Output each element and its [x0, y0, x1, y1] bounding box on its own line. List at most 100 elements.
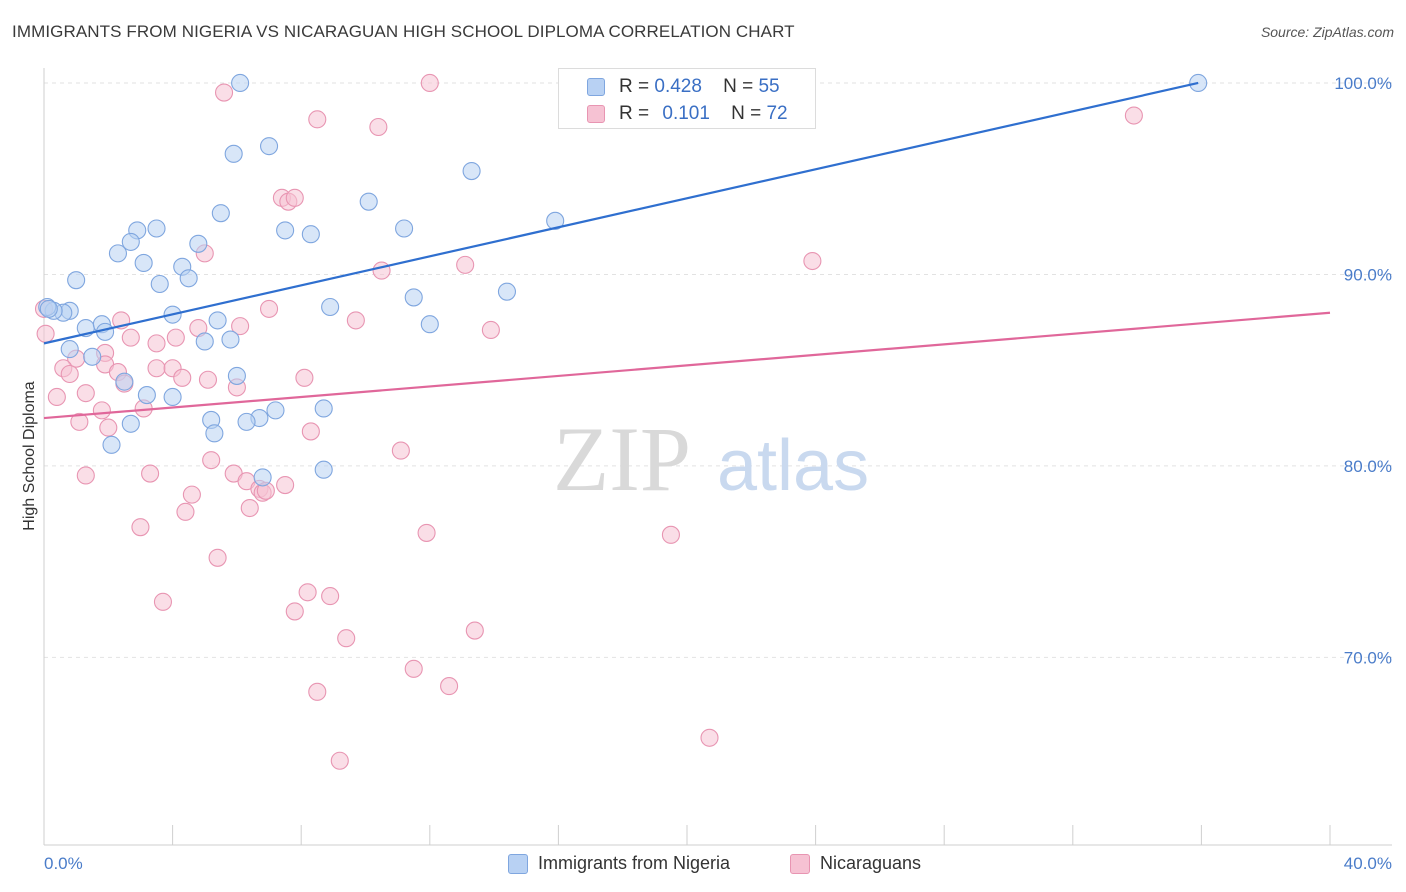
- nigeria-point-30: [208, 311, 227, 330]
- legend-r-value-nigeria: 0.428: [654, 76, 702, 97]
- legend-r-value-nicaraguans: 0.101: [662, 103, 710, 124]
- nicaraguans-point-20: [147, 334, 166, 353]
- y-tick-label-2: 90.0%: [1344, 265, 1392, 284]
- trend-lines: [43, 81, 1331, 420]
- tick-labels: 70.0% 80.0% 90.0% 100.0% 0.0% 40.0%: [44, 74, 1392, 873]
- legend-r-label-nicaraguans: R =: [619, 103, 650, 124]
- nigeria-points: [38, 73, 1208, 487]
- nigeria-point-15: [121, 232, 140, 251]
- nigeria-trend-line: [43, 81, 1199, 345]
- watermark-atlas: atlas: [717, 426, 869, 506]
- nicaraguans-point-5: [1124, 106, 1143, 125]
- nicaraguans-point-3: [308, 110, 327, 129]
- nigeria-point-5: [462, 161, 481, 181]
- nigeria-point-41: [137, 386, 156, 405]
- nigeria-point-53: [39, 299, 58, 318]
- legend-n-value-nigeria: 55: [758, 76, 780, 97]
- nicaraguans-point-31: [198, 370, 218, 389]
- nigeria-point-16: [189, 234, 208, 253]
- nicaraguans-point-35: [47, 387, 66, 407]
- gridlines: [44, 82, 1392, 658]
- nicaraguans-point-37: [92, 401, 111, 420]
- nicaraguans-point-52: [240, 498, 259, 518]
- nicaraguans-point-13: [259, 299, 279, 318]
- nicaraguans-point-0: [420, 73, 439, 93]
- nicaraguans-point-59: [321, 587, 340, 606]
- nigeria-point-40: [227, 366, 246, 385]
- chart-title: IMMIGRANTS FROM NIGERIA VS NICARAGUAN HI…: [12, 22, 795, 41]
- nicaraguans-point-57: [208, 548, 227, 567]
- nicaraguans-point-49: [276, 475, 295, 495]
- nigeria-point-20: [150, 274, 169, 294]
- nigeria-point-14: [108, 244, 127, 263]
- nicaraguans-point-12: [803, 251, 822, 271]
- legend-swatch-nicaraguans: [587, 105, 605, 123]
- nicaraguans-point-64: [404, 659, 423, 678]
- axes: [43, 68, 1392, 846]
- nicaraguans-point-66: [308, 682, 327, 701]
- nigeria-point-36: [221, 330, 240, 349]
- legend-text-nicaraguans: R = 0.101 N = 72: [619, 103, 788, 125]
- nicaraguans-point-10: [372, 261, 391, 280]
- nigeria-point-3: [224, 144, 243, 163]
- nicaraguans-point-40: [99, 418, 118, 437]
- nigeria-point-11: [301, 225, 320, 244]
- legend-text-nigeria: R = 0.428 N = 55: [619, 76, 780, 98]
- nicaraguans-point-15: [346, 311, 365, 330]
- legend-r-label-nigeria: R =: [619, 76, 650, 97]
- source-credit: Source: ZipAtlas.com: [1260, 24, 1394, 40]
- nigeria-point-48: [121, 414, 140, 433]
- nicaraguans-point-25: [60, 364, 79, 384]
- series-label-nigeria: Immigrants from Nigeria: [538, 853, 731, 873]
- nicaraguans-point-4: [369, 117, 388, 137]
- nicaraguans-point-11: [456, 255, 475, 274]
- nicaraguans-point-65: [440, 677, 459, 696]
- nigeria-point-9: [147, 219, 166, 238]
- nigeria-point-49: [205, 424, 224, 443]
- nicaraguans-point-56: [661, 525, 680, 544]
- nigeria-point-22: [497, 282, 517, 301]
- nicaraguans-point-60: [153, 592, 173, 611]
- x-tick-label-max: 40.0%: [1344, 854, 1392, 873]
- legend-swatch-nigeria: [587, 78, 605, 96]
- nigeria-point-50: [102, 435, 121, 454]
- nicaraguans-point-30: [173, 368, 192, 387]
- nigeria-point-37: [60, 340, 79, 359]
- nigeria-point-42: [163, 387, 182, 407]
- nicaraguans-point-50: [182, 485, 201, 504]
- nigeria-point-51: [253, 468, 272, 487]
- nigeria-point-38: [83, 347, 102, 366]
- nigeria-point-35: [195, 332, 214, 351]
- nicaraguans-point-54: [131, 518, 150, 537]
- nigeria-point-27: [321, 297, 340, 317]
- y-tick-label-0: 70.0%: [1344, 648, 1392, 667]
- nicaraguans-point-42: [391, 441, 410, 460]
- nicaraguans-point-21: [166, 328, 185, 347]
- nigeria-point-47: [237, 412, 256, 431]
- nigeria-point-39: [115, 372, 134, 391]
- nicaraguans-point-63: [337, 629, 356, 648]
- nicaraguans-point-67: [700, 728, 719, 747]
- nicaraguans-point-45: [141, 464, 160, 483]
- y-tick-label-1: 80.0%: [1344, 457, 1392, 476]
- nicaraguans-point-68: [330, 751, 349, 770]
- nicaraguans-point-53: [176, 502, 195, 521]
- series-swatch-nicaraguans: [790, 854, 810, 874]
- nicaraguans-point-46: [76, 466, 95, 485]
- legend-n-label-nigeria: N =: [723, 76, 754, 97]
- nigeria-point-45: [314, 399, 333, 418]
- nicaraguans-point-19: [121, 328, 140, 347]
- nicaraguans-point-41: [301, 422, 320, 441]
- y-axis-label: High School Diploma: [21, 381, 38, 531]
- series-swatch-nigeria: [508, 854, 528, 874]
- legend-n-label-nicaraguans: N =: [731, 103, 762, 124]
- nicaraguans-point-32: [295, 368, 314, 387]
- nigeria-point-44: [266, 401, 285, 420]
- nigeria-point-31: [420, 315, 439, 334]
- nigeria-point-10: [276, 221, 295, 240]
- nicaraguans-point-8: [285, 188, 304, 207]
- nicaraguans-point-43: [202, 451, 221, 470]
- nicaraguans-point-28: [147, 359, 166, 378]
- nigeria-point-28: [404, 288, 423, 307]
- nicaraguans-point-16: [231, 317, 250, 336]
